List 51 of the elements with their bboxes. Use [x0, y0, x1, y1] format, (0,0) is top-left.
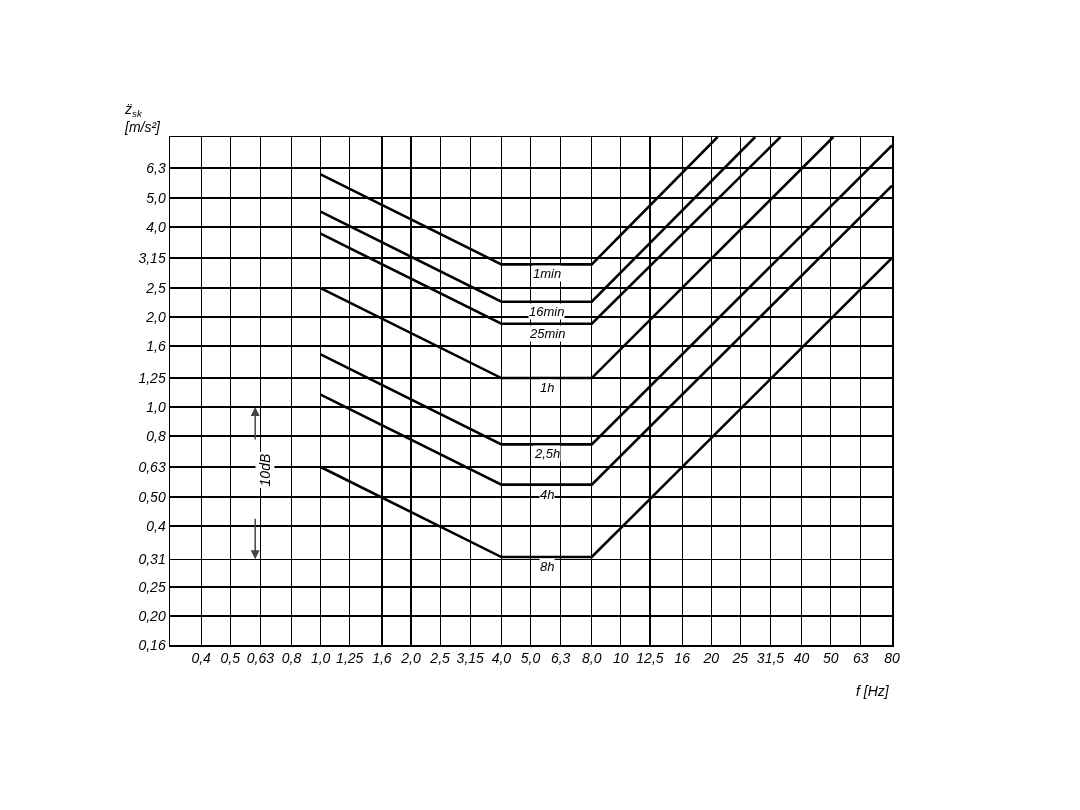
x-tick-label: 2,5: [429, 650, 451, 667]
y-tick-label: 0,25: [138, 578, 166, 595]
x-tick-label: 1,0: [310, 650, 331, 667]
series-label: 25min: [529, 326, 566, 341]
x-tick-label: 80: [884, 650, 900, 667]
x-tick-label: 1,25: [336, 650, 364, 667]
x-tick-label: 0,63: [246, 650, 275, 667]
x-tick-label: 63: [853, 650, 869, 667]
series-label: 2,5h: [534, 446, 561, 461]
y-tick-label: 2,0: [145, 308, 166, 325]
y-tick-label: 6,3: [146, 159, 166, 176]
y-tick-label: 1,25: [138, 369, 166, 386]
x-tick-label: 2,0: [400, 650, 421, 667]
x-axis-title: f [Hz]: [856, 683, 890, 699]
series-label: 4h: [540, 487, 555, 502]
x-tick-label: 10: [613, 650, 629, 667]
annotation: 10dB: [256, 453, 273, 487]
y-tick-label: 1,0: [146, 398, 166, 415]
y-tick-label: 0,16: [138, 636, 166, 653]
x-tick-label: 12,5: [636, 650, 664, 667]
y-tick-label: 4,0: [146, 218, 166, 235]
x-tick-label: 50: [822, 650, 839, 667]
y-tick-label: 0,4: [146, 517, 166, 534]
y-axis-title: z̈$_{sk}$ [m/s²]: [124, 101, 162, 136]
y-tick-label: 0,20: [138, 607, 166, 624]
y-tick-label: 1,6: [146, 337, 166, 354]
x-tick-label: 25: [731, 650, 749, 667]
y-tick-label: 2,5: [145, 279, 166, 296]
y-tick-label: 3,15: [138, 249, 166, 266]
x-tick-label: 0,8: [281, 650, 302, 667]
x-tick-label: 20: [702, 650, 720, 667]
series-label: 8h: [540, 559, 555, 574]
x-tick-label: 1,6: [372, 650, 392, 667]
x-tick-label: 3,15: [456, 650, 485, 667]
x-tick-label: 40: [793, 650, 810, 667]
series-label: 16min: [529, 304, 565, 319]
y-tick-label: 5,0: [146, 189, 166, 206]
x-tick-label: 6,3: [550, 650, 571, 667]
x-tick-label: 16: [674, 650, 691, 667]
x-tick-label: 0,4: [191, 650, 212, 667]
series-label: 1min: [533, 266, 562, 281]
x-tick-label: 4,0: [491, 650, 512, 667]
y-tick-label: 0,8: [146, 427, 166, 444]
x-tick-label: 0,5: [220, 650, 241, 667]
x-tick-label: 5,0: [520, 650, 541, 667]
x-tick-label: 31,5: [756, 650, 785, 667]
x-tick-label: 8,0: [582, 650, 602, 667]
y-tick-label: 0,50: [138, 488, 166, 505]
series-label: 1h: [540, 380, 555, 395]
y-tick-label: 0,31: [138, 551, 166, 568]
y-tick-label: 0,63: [138, 458, 166, 475]
